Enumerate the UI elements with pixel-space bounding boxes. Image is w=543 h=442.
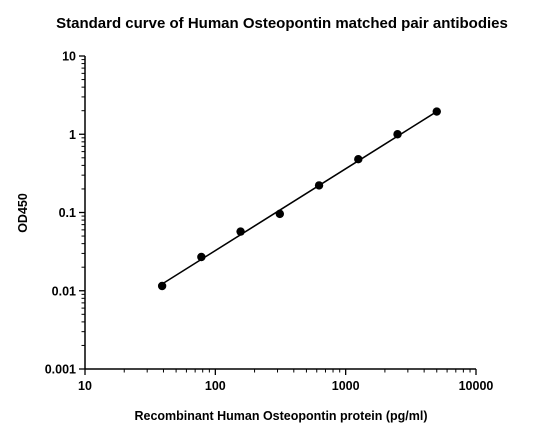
- y-tick-label: 10: [62, 50, 76, 64]
- data-point: [157, 281, 167, 291]
- data-point: [275, 209, 285, 219]
- y-tick-label: 0.01: [52, 284, 76, 298]
- data-point: [393, 130, 402, 139]
- y-tick-label: 0.001: [45, 363, 76, 377]
- x-tick-label: 100: [205, 379, 226, 393]
- x-axis-label: Recombinant Human Osteopontin protein (p…: [134, 409, 427, 423]
- fit-line: [161, 110, 438, 285]
- y-tick-label: 0.1: [59, 206, 76, 220]
- data-point: [236, 227, 245, 236]
- fit-line-layer: [161, 110, 438, 285]
- data-point: [197, 252, 206, 262]
- chart-title: Standard curve of Human Osteopontin matc…: [56, 15, 508, 32]
- x-tick-label: 10000: [459, 379, 494, 393]
- y-axis-label: OD450: [16, 193, 30, 233]
- x-tick-label: 1000: [332, 379, 360, 393]
- data-point: [314, 181, 324, 190]
- data-points: [157, 107, 441, 291]
- x-tick-label: 10: [78, 379, 92, 393]
- y-tick-label: 1: [69, 128, 76, 142]
- data-point: [432, 107, 441, 116]
- data-point: [354, 154, 363, 164]
- axes: 0.001 0.01 0.1 1 10 10 100 1000 10000: [45, 50, 494, 394]
